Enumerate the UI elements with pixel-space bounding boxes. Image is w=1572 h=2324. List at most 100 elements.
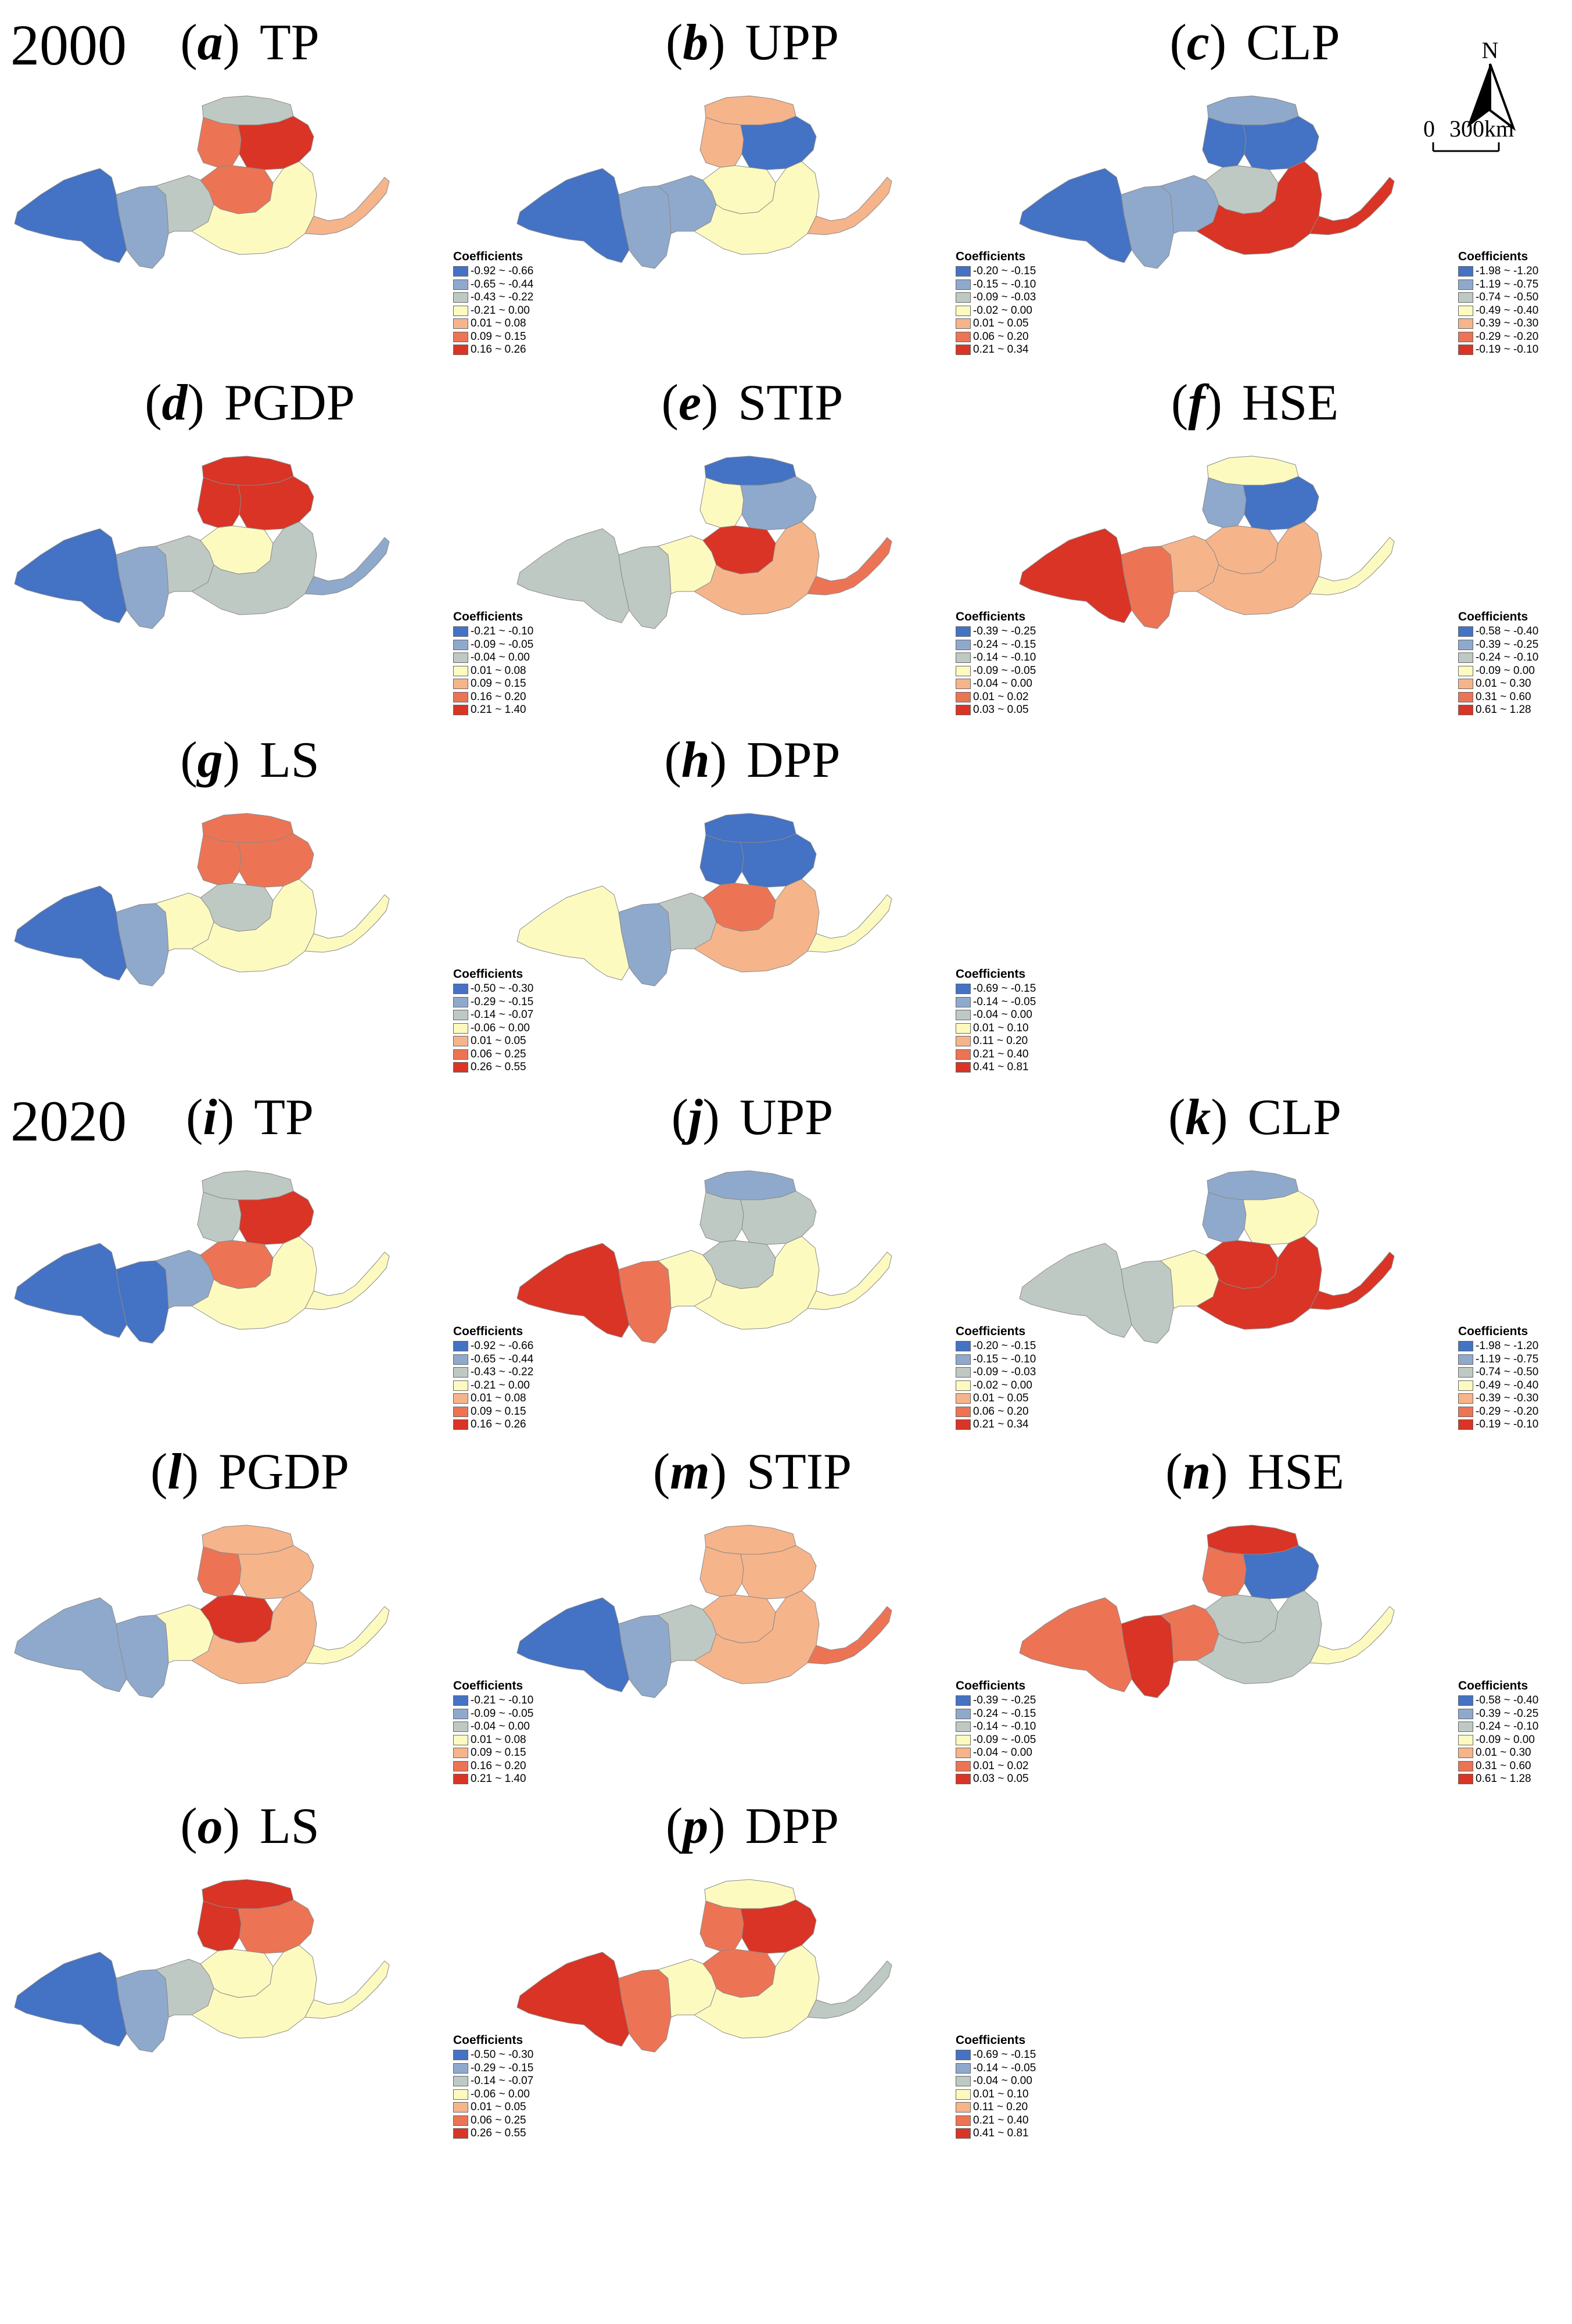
legend-row: 0.31 ~ 0.60 [1458,1760,1545,1773]
legend-swatch [956,1367,971,1378]
legend-swatch [453,984,468,995]
panel-title: (f) HSE [1171,375,1339,431]
legend: Coefficients -1.98 ~ -1.20 -1.19 ~ -0.75… [1458,1325,1545,1432]
legend-label: -0.09 ~ -0.05 [471,638,534,651]
legend-label: -0.49 ~ -0.40 [1476,1379,1539,1391]
legend-swatch [956,1341,971,1352]
legend-swatch [1458,1354,1473,1365]
legend-label: -0.14 ~ -0.05 [973,2061,1036,2074]
legend-swatch [453,652,468,664]
map-region-nright [238,116,314,170]
legend-row: -0.39 ~ -0.25 [1458,639,1545,652]
choropleth-map [1019,95,1395,269]
legend-swatch [956,1708,971,1719]
map-region-west [14,528,127,623]
legend-label: -0.29 ~ -0.15 [471,2061,534,2074]
panel-variable: CLP [1247,1089,1341,1146]
legend-swatch [1458,1341,1473,1352]
legend-swatch [956,2063,971,2074]
map-region-west [14,168,127,263]
choropleth-map [516,1170,892,1344]
map-region-ntop [202,813,294,843]
legend: Coefficients -0.92 ~ -0.66 -0.65 ~ -0.44… [453,1325,540,1432]
legend-swatch [956,1774,971,1785]
panel-variable: LS [259,732,320,788]
legend-label: 0.01 ~ 0.02 [973,1759,1029,1772]
legend-row: -0.04 ~ 0.00 [453,1720,540,1734]
map-region-sw [618,1969,672,2053]
north-arrow-icon: N [1467,37,1516,131]
legend-swatch [453,691,468,702]
legend-label: -0.04 ~ 0.00 [973,1746,1032,1759]
map-region-sw [116,1260,169,1344]
legend-row: -0.43 ~ -0.22 [453,291,540,304]
legend: Coefficients -0.20 ~ -0.15 -0.15 ~ -0.10… [956,1325,1043,1432]
legend-row: -0.14 ~ -0.07 [453,1009,540,1022]
legend-row: 0.26 ~ 0.55 [453,2127,540,2140]
legend-row: -0.20 ~ -0.15 [956,1340,1043,1353]
map-region-tail [1309,1606,1395,1665]
legend-label: -0.14 ~ -0.10 [973,1720,1036,1733]
legend-row: -1.98 ~ -1.20 [1458,1340,1545,1353]
map-region-se [1196,1590,1322,1684]
panel-k: (k) CLP Coefficients -1.98 ~ -1.20 -1.19 … [1005,1089,1538,1615]
legend-label: -0.04 ~ 0.00 [973,2075,1032,2088]
legend-row: -0.29 ~ -0.15 [453,996,540,1009]
year-label-2000: 2000 [10,13,127,77]
legend-label: 0.26 ~ 0.55 [471,1061,526,1074]
legend-row: -0.49 ~ -0.40 [1458,1379,1545,1393]
legend-row: -0.58 ~ -0.40 [1458,1694,1545,1708]
legend-swatch [1458,665,1473,676]
map-region-west [516,1597,630,1692]
map-region-nright [740,116,817,170]
legend-swatch [453,679,468,690]
panel-n: (n) HSE Coefficients -0.58 ~ -0.40 -0.39 … [1005,1447,1538,1970]
map-region-se [1196,1236,1322,1330]
panel-i: (i) TP Coefficients -0.92 ~ -0.66 -0.65 ~… [0,1092,533,1615]
panel-e: (e) STIP Coefficients -0.39 ~ -0.25 -0.24… [503,375,1036,901]
map-region-se [191,878,317,973]
legend-row: -0.09 ~ -0.05 [453,639,540,652]
panel-title: (e) STIP [661,375,844,431]
legend-label: -0.04 ~ 0.00 [471,651,530,664]
legend-swatch [956,984,971,995]
map-region-tail [304,537,390,596]
legend-label: 0.16 ~ 0.20 [471,690,526,703]
legend-row: -1.98 ~ -1.20 [1458,265,1545,278]
legend-row: -0.69 ~ -0.15 [956,982,1043,996]
legend-row: -0.04 ~ 0.00 [956,1746,1043,1760]
legend-swatch [453,2063,468,2074]
legend-label: -0.19 ~ -0.10 [1476,343,1539,356]
legend-label: -0.06 ~ 0.00 [471,1021,530,1034]
panel-variable: PGDP [218,1444,350,1500]
legend-swatch [956,1010,971,1021]
legend-swatch [956,705,971,716]
legend-row: -0.04 ~ 0.00 [453,651,540,665]
legend-label: 0.09 ~ 0.15 [471,1405,526,1418]
legend-swatch [1458,705,1473,716]
panel-letter: h [681,732,710,788]
legend-swatch [956,2128,971,2139]
map-region-nleft [197,477,242,528]
legend-title: Coefficients [1458,250,1528,263]
legend-row: -0.92 ~ -0.66 [453,1340,540,1353]
legend-title: Coefficients [956,2033,1026,2047]
legend-swatch [1458,1393,1473,1404]
legend-title: Coefficients [956,1325,1026,1338]
legend-swatch [956,1393,971,1404]
legend-row: -0.24 ~ -0.15 [956,1708,1043,1721]
legend-label: 0.01 ~ 0.30 [1476,1746,1531,1759]
legend-label: -0.04 ~ 0.00 [973,677,1032,690]
map-region-tail [304,177,390,235]
legend-label: -0.14 ~ -0.07 [471,2075,534,2088]
legend-label: 0.03 ~ 0.05 [973,1773,1029,1785]
legend-label: -0.15 ~ -0.10 [973,278,1036,290]
map-region-sw [1121,1260,1174,1344]
map-region-west [14,885,127,981]
map-region-ntop [1207,456,1299,486]
legend-row: 0.41 ~ 0.81 [956,2127,1043,2140]
legend-row: -0.21 ~ -0.10 [453,1694,540,1708]
legend-label: 0.01 ~ 0.08 [471,1733,526,1746]
legend-swatch [1458,652,1473,664]
map-region-nright [740,833,817,888]
